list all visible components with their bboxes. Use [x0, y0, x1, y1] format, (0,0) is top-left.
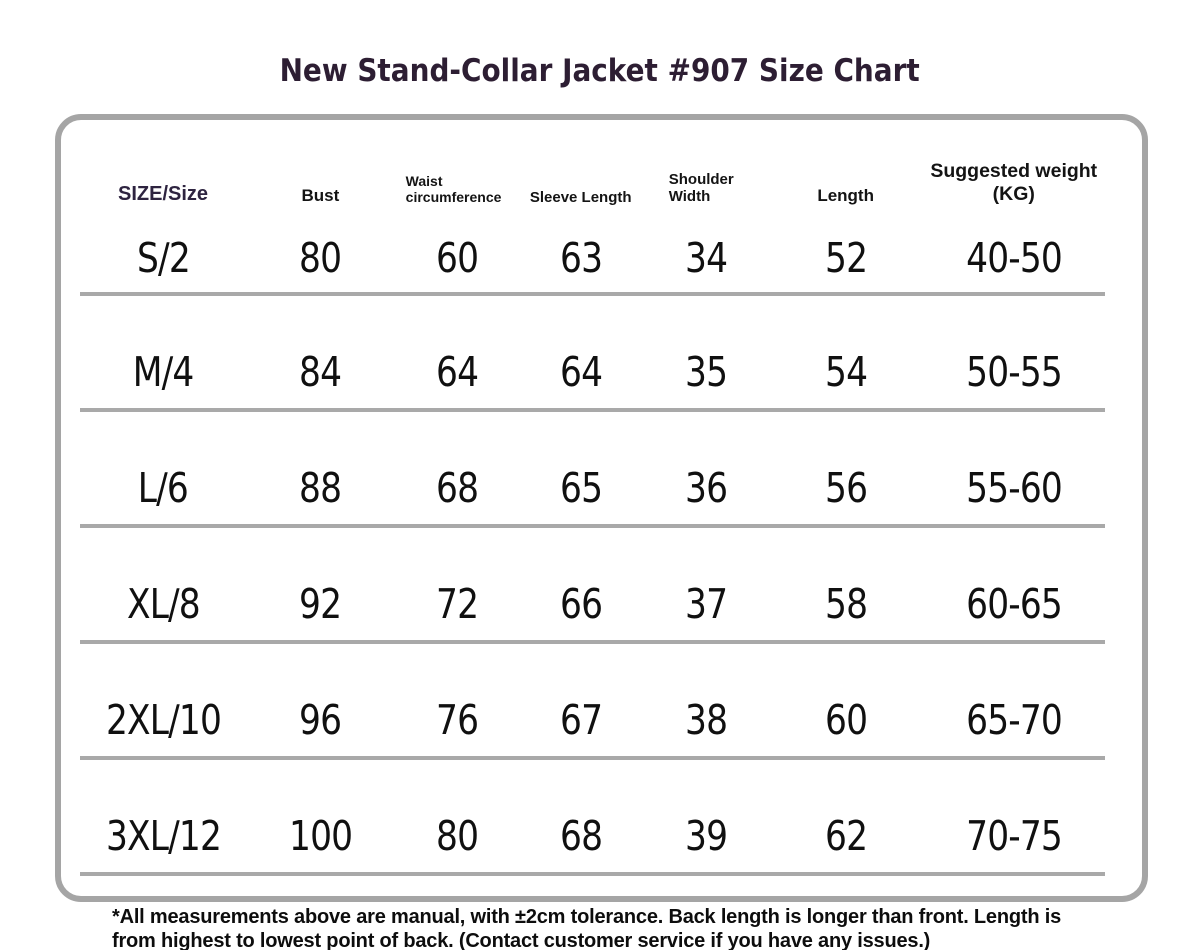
cell-weight: 55-60 — [922, 410, 1105, 528]
cell-bust: 88 — [246, 410, 395, 528]
cell-weight: 40-50 — [922, 212, 1105, 296]
cell-length: 62 — [768, 758, 923, 876]
cell-bust: 100 — [246, 758, 395, 876]
column-header-sleeve-length: Sleeve Length — [529, 189, 632, 206]
size-chart-panel: SIZE/Size Bust Waist circumference Sleev… — [55, 114, 1148, 950]
cell-bust: 80 — [246, 212, 395, 296]
column-header-size: SIZE/Size — [118, 183, 209, 205]
cell-length: 54 — [768, 294, 923, 412]
cell-length: 52 — [768, 212, 923, 296]
column-header-shoulder-width: Shoulder Width — [668, 170, 734, 206]
cell-size: 3XL/12 — [80, 758, 247, 876]
table-row-2xl: 2XL/10 96 76 67 38 60 65-70 — [80, 642, 1105, 760]
measurement-disclaimer: *All measurements above are manual, with… — [112, 906, 1061, 950]
cell-size: L/6 — [80, 410, 247, 528]
cell-shoulder: 34 — [642, 212, 769, 296]
cell-sleeve: 63 — [518, 212, 643, 296]
table-row-3xl: 3XL/12 100 80 68 39 62 70-75 — [80, 758, 1105, 876]
cell-sleeve: 66 — [518, 526, 643, 644]
size-table-wrap: SIZE/Size Bust Waist circumference Sleev… — [80, 120, 1105, 876]
cell-shoulder: 36 — [642, 410, 769, 528]
table-row-l: L/6 88 68 65 36 56 55-60 — [80, 410, 1105, 528]
cell-sleeve: 67 — [518, 642, 643, 760]
cell-size: S/2 — [80, 212, 247, 296]
table-row-m: M/4 84 64 64 35 54 50-55 — [80, 294, 1105, 412]
cell-sleeve: 64 — [518, 294, 643, 412]
cell-weight: 70-75 — [922, 758, 1105, 876]
cell-shoulder: 37 — [642, 526, 769, 644]
cell-waist: 76 — [394, 642, 519, 760]
table-row-xl: XL/8 92 72 66 37 58 60-65 — [80, 526, 1105, 644]
table-row-s: S/2 80 60 63 34 52 40-50 — [80, 212, 1105, 296]
column-header-length: Length — [817, 186, 874, 205]
cell-weight: 50-55 — [922, 294, 1105, 412]
cell-shoulder: 35 — [642, 294, 769, 412]
cell-size: 2XL/10 — [80, 642, 247, 760]
column-header-suggested-weight: Suggested weight (KG) — [930, 160, 1098, 205]
cell-waist: 68 — [394, 410, 519, 528]
column-header-waist-circumference: Waist circumference — [405, 172, 502, 206]
column-header-bust: Bust — [301, 186, 340, 205]
cell-size: M/4 — [80, 294, 247, 412]
cell-waist: 72 — [394, 526, 519, 644]
table-header-row: SIZE/Size Bust Waist circumference Sleev… — [80, 120, 1105, 212]
cell-waist: 64 — [394, 294, 519, 412]
cell-sleeve: 65 — [518, 410, 643, 528]
page-title-text: New Stand-Collar Jacket #907 Size Chart — [279, 53, 921, 89]
cell-length: 56 — [768, 410, 923, 528]
cell-length: 58 — [768, 526, 923, 644]
cell-shoulder: 39 — [642, 758, 769, 876]
cell-sleeve: 68 — [518, 758, 643, 876]
cell-bust: 92 — [246, 526, 395, 644]
size-table: SIZE/Size Bust Waist circumference Sleev… — [80, 120, 1105, 876]
page-title: New Stand-Collar Jacket #907 Size Chart — [0, 0, 1200, 92]
cell-weight: 65-70 — [922, 642, 1105, 760]
cell-shoulder: 38 — [642, 642, 769, 760]
cell-size: XL/8 — [80, 526, 247, 644]
cell-bust: 84 — [246, 294, 395, 412]
cell-bust: 96 — [246, 642, 395, 760]
cell-waist: 60 — [394, 212, 519, 296]
cell-weight: 60-65 — [922, 526, 1105, 644]
cell-waist: 80 — [394, 758, 519, 876]
cell-length: 60 — [768, 642, 923, 760]
